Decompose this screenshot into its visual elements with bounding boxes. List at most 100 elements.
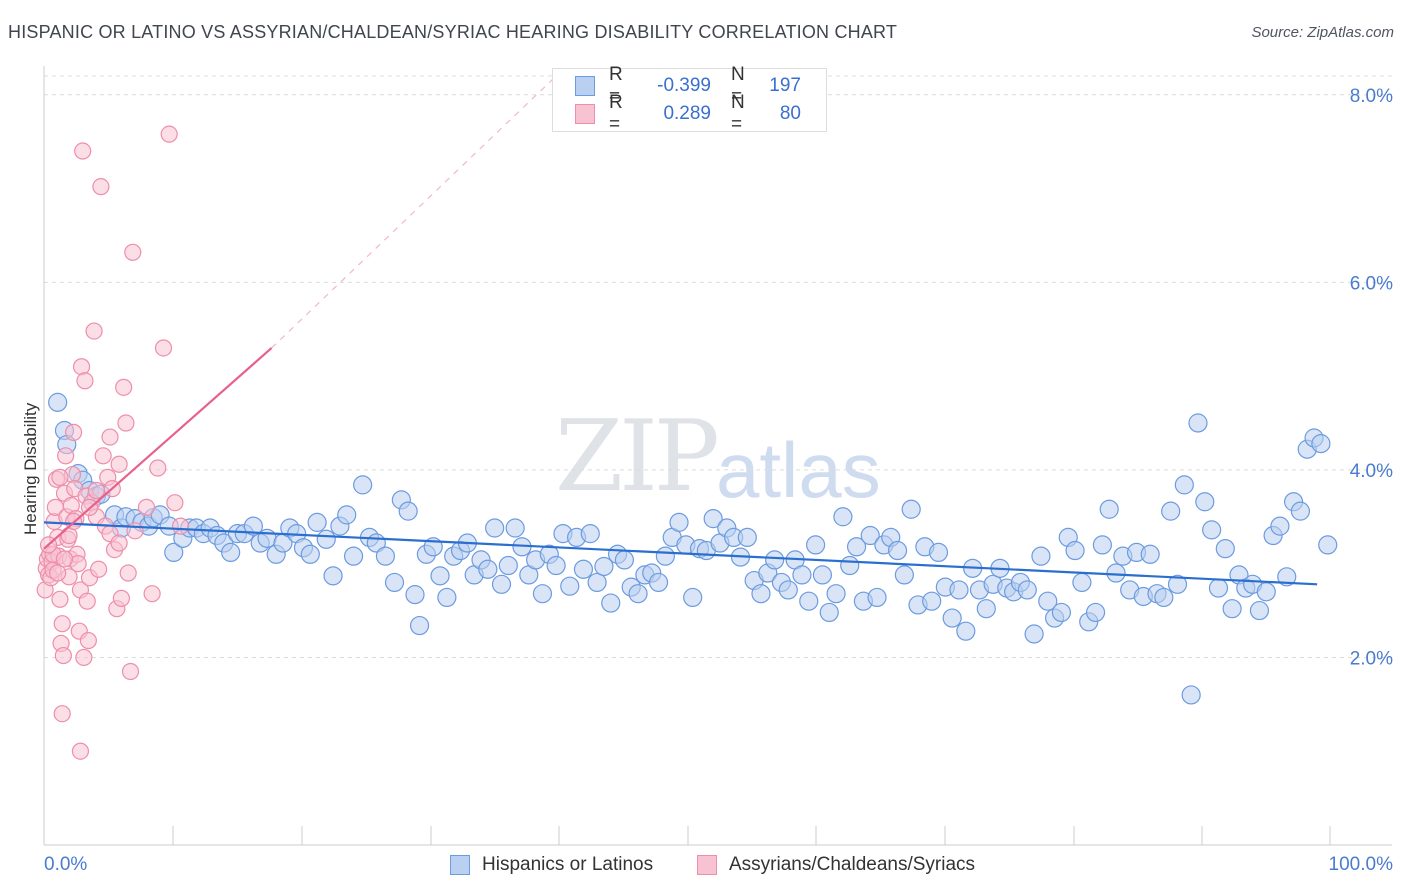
y-tick-label: 8.0% [1350,86,1393,107]
point-hispanics [894,565,914,585]
point-hispanics [1270,516,1290,536]
point-hispanics [1188,413,1208,433]
source-label: Source: ZipAtlas.com [1251,24,1394,41]
point-hispanics [928,542,949,563]
tick-labels: 2.0% 4.0% 6.0% 8.0% 0.0% 100.0% [44,86,1393,875]
bottom-legend-assyrians: Assyrians/Chaldeans/Syriacs [697,852,975,878]
point-assyrians [49,564,67,582]
point-assyrians [87,481,105,500]
point-assyrians [85,322,103,340]
point-hispanics [922,591,942,611]
point-assyrians [126,522,144,540]
point-assyrians [154,339,173,357]
point-hispanics [573,559,594,579]
point-assyrians [149,459,167,477]
point-hispanics [1024,624,1044,644]
point-assyrians [57,447,75,465]
point-hispanics [614,550,635,570]
point-hispanics [601,593,621,613]
point-hispanics [532,584,553,604]
point-hispanics [491,574,512,594]
point-hispanics [353,475,373,495]
point-assyrians [94,447,112,465]
point-hispanics [1318,535,1338,555]
point-hispanics [628,584,648,604]
point-hispanics [737,527,757,548]
point-hispanics [1106,563,1126,583]
point-assyrians [112,589,130,607]
point-hispanics [1256,582,1276,602]
legend-r-value: -0.399 [657,75,711,96]
trend-line-hispanics [43,521,1318,586]
bottom-legend-hispanics: Hispanics or Latinos [450,852,653,878]
point-hispanics [860,525,880,546]
point-hispanics [307,512,327,532]
point-hispanics [505,518,525,538]
point-hispanics [164,542,184,563]
point-hispanics [1099,499,1119,519]
legend-n-label: N = [731,92,745,135]
y-axis-label: Hearing Disability [21,402,40,535]
point-hispanics [221,542,241,563]
point-assyrians [75,648,93,667]
point-hispanics [765,550,785,570]
legend-n-value: 80 [779,103,801,124]
point-hispanics [703,509,723,529]
point-hispanics [833,507,853,527]
axes [43,66,1392,846]
point-hispanics [485,518,505,538]
point-hispanics [1038,591,1058,611]
point-hispanics [1072,572,1092,593]
point-hispanics [437,587,457,608]
point-hispanics [1017,580,1037,600]
point-hispanics [384,572,405,593]
point-hispanics [669,512,689,532]
point-hispanics [792,565,812,585]
point-assyrians [101,428,119,446]
point-assyrians [115,378,133,396]
point-hispanics [375,546,396,566]
point-hispanics [778,580,798,600]
point-hispanics [1167,574,1188,594]
point-assyrians [143,585,161,603]
point-assyrians [124,243,142,261]
y-tick-label: 2.0% [1350,648,1393,669]
point-assyrians [121,662,140,681]
point-hispanics [580,524,600,544]
point-hispanics [1249,600,1270,621]
point-hispanics [300,544,320,564]
point-assyrians [72,358,91,376]
point-hispanics [560,576,580,596]
point-hispanics [48,392,68,412]
point-assyrians [55,550,74,568]
point-hispanics [323,566,343,586]
legend-r-value: 0.289 [663,103,711,124]
point-assyrians [171,517,190,535]
point-hispanics [1195,492,1215,512]
x-tick-label-max: 100.0% [1329,854,1394,875]
point-hispanics [1065,540,1085,561]
bottom-legend-label: Hispanics or Latinos [482,854,654,875]
point-hispanics [1222,599,1242,619]
point-assyrians [90,560,108,578]
point-assyrians [76,372,94,390]
point-hispanics [648,572,669,593]
point-assyrians [110,534,128,552]
x-tick-label-min: 0.0% [44,854,87,875]
point-hispanics [587,572,607,593]
point-hispanics [546,555,566,576]
point-assyrians [51,590,69,608]
point-hispanics [405,585,425,605]
point-hispanics [594,556,614,577]
point-assyrians [71,742,90,760]
point-hispanics [1181,685,1201,705]
legend-n-value: 197 [769,75,801,96]
point-hispanics [812,565,833,585]
point-hispanics [751,584,771,604]
point-hispanics [1051,602,1072,623]
grid-lines [44,75,1392,658]
point-hispanics [805,535,826,555]
point-hispanics [1140,544,1160,564]
point-hispanics [655,546,675,566]
point-assyrians [119,564,137,582]
